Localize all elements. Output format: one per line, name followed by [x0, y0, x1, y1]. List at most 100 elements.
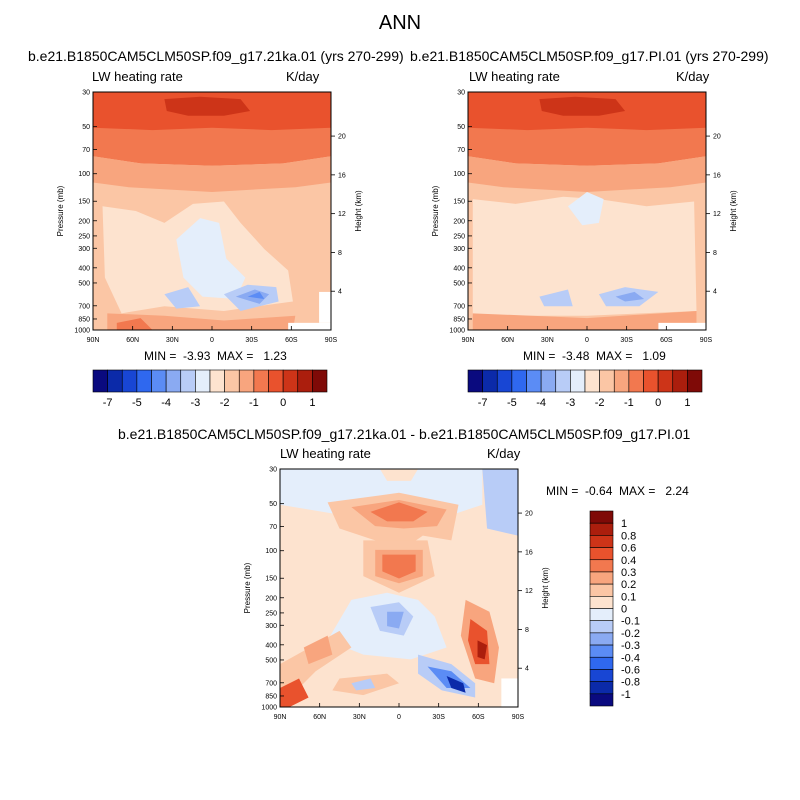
colorbar-label: 0	[655, 397, 661, 409]
field-upper-core	[539, 96, 626, 116]
colorbar-label: -4	[536, 397, 546, 409]
plot-panel-2: 30 50 70 100 150 200 250 300 400 500 700 850 1000 20 1…	[431, 90, 738, 345]
y-tick-label: 400	[78, 265, 90, 272]
colorbar-label: -4	[161, 397, 171, 409]
y-tick-label: 50	[82, 124, 90, 131]
y-tick-label: 30	[269, 467, 277, 474]
field-surface-red	[116, 318, 153, 330]
diff-mid-red	[382, 554, 416, 579]
colorbar-panel-2: -7 -5 -4 -3 -2 -1 0 1	[467, 369, 703, 409]
colorbar-label: -0.4	[621, 652, 640, 664]
field-surface-band	[472, 310, 697, 330]
y-tick-label: 700	[265, 680, 277, 687]
colorbar-box	[526, 369, 542, 393]
y-axis-label: Pressure (mb)	[56, 185, 65, 236]
main-title: ANN	[378, 12, 422, 34]
y-tick-label: 30	[457, 90, 465, 97]
colorbar-label: -1	[249, 397, 259, 409]
x-tick-label: 30S	[620, 337, 633, 344]
colorbar-box	[180, 369, 196, 393]
colorbar-box	[92, 369, 108, 393]
y-tick-label: 400	[265, 642, 277, 649]
colorbar-box	[589, 644, 614, 658]
colorbar-label: -1	[624, 397, 634, 409]
colorbar-box	[282, 369, 299, 393]
x-tick-label: 90N	[87, 337, 100, 344]
y2-tick-label: 20	[525, 511, 533, 518]
diff-antarctic-mask	[501, 678, 518, 707]
x-tick-label: 0	[585, 337, 589, 344]
colorbar-label: 1	[309, 397, 315, 409]
y-tick-label: 150	[453, 199, 465, 206]
panel-1-title: b.e21.B1850CAM5CLM50SP.f09_g17.21ka.01 (…	[28, 48, 404, 64]
colorbar-label: -0.1	[621, 616, 640, 628]
y2-tick-label: 4	[713, 289, 717, 296]
y2-axis-label: Height (km)	[729, 190, 738, 232]
x-tick-label: 90N	[462, 337, 475, 344]
y2-axis-label: Height (km)	[541, 567, 550, 609]
colorbar-box	[584, 369, 600, 393]
y-tick-label: 500	[265, 657, 277, 664]
colorbar-label: 1	[621, 518, 627, 530]
x-tick-label: 90S	[325, 337, 338, 344]
panel-3-variable: LW heating rate	[280, 446, 371, 461]
colorbar-box	[589, 681, 614, 695]
colorbar-label: -5	[507, 397, 517, 409]
panel-1-units: K/day	[286, 69, 320, 84]
plot-panel-3: 30 50 70 100 150 200 250 300 400 500 700 850 1000 20 1…	[243, 467, 550, 722]
colorbar-label: 0.4	[621, 555, 636, 567]
y-tick-label: 200	[78, 218, 90, 225]
colorbar-box	[589, 510, 614, 524]
panel-3-min-label: MIN =	[546, 484, 579, 498]
colorbar-box	[253, 369, 269, 393]
field-antarctic-mask	[658, 322, 706, 330]
colorbar-label: -1	[621, 689, 631, 701]
colorbar-box	[589, 535, 614, 548]
x-tick-label: 30N	[353, 714, 366, 721]
colorbar-box	[687, 369, 703, 393]
colorbar-label: 0.8	[621, 530, 636, 542]
y-tick-label: 1000	[261, 705, 277, 712]
colorbar-box	[570, 369, 586, 393]
diff-sh-blue-deep	[446, 676, 466, 693]
colorbar-box	[107, 369, 123, 393]
colorbar-label: 0	[280, 397, 286, 409]
y-tick-label: 70	[82, 147, 90, 154]
x-tick-label: 90N	[274, 714, 287, 721]
y-tick-label: 150	[265, 576, 277, 583]
colorbar-box	[672, 369, 688, 393]
colorbar-box	[589, 693, 614, 707]
y-tick-label: 300	[453, 246, 465, 253]
panel-3-max-label: MAX =	[619, 484, 656, 498]
colorbar-label: -3	[190, 397, 200, 409]
y-tick-label: 50	[457, 124, 465, 131]
field-topo-mask	[319, 291, 331, 323]
panel-2-title: b.e21.B1850CAM5CLM50SP.f09_g17.PI.01 (yr…	[410, 48, 769, 64]
y2-tick-label: 12	[525, 588, 533, 595]
y-tick-label: 30	[82, 90, 90, 97]
panel-2-min-value: -3.48	[562, 349, 590, 363]
colorbar-label: 0.2	[621, 579, 636, 591]
y-tick-label: 300	[78, 246, 90, 253]
field-pale-region	[472, 196, 697, 316]
y-tick-label: 70	[457, 147, 465, 154]
y-tick-label: 850	[265, 693, 277, 700]
colorbar-label: 0	[621, 604, 627, 616]
y-tick-label: 200	[453, 218, 465, 225]
x-tick-label: 90S	[512, 714, 525, 721]
colorbar-label: 0.3	[621, 567, 636, 579]
colorbar-label: -0.2	[621, 628, 640, 640]
colorbar-box	[482, 369, 498, 393]
y-tick-label: 100	[265, 548, 277, 555]
colorbar-box	[589, 547, 614, 561]
plot-panel-1: 30 50 70 100 150 200 250 300 400 500 700 850 1000 20 1…	[56, 90, 363, 345]
y-tick-label: 700	[453, 303, 465, 310]
x-tick-label: 30N	[166, 337, 179, 344]
colorbar-box	[136, 369, 152, 393]
y2-tick-label: 20	[338, 134, 346, 141]
colorbar-label: -0.6	[621, 664, 640, 676]
colorbar-box	[224, 369, 240, 393]
field-blue-sh-min	[247, 291, 265, 300]
colorbar-box	[268, 369, 284, 393]
y2-tick-label: 16	[525, 549, 533, 556]
